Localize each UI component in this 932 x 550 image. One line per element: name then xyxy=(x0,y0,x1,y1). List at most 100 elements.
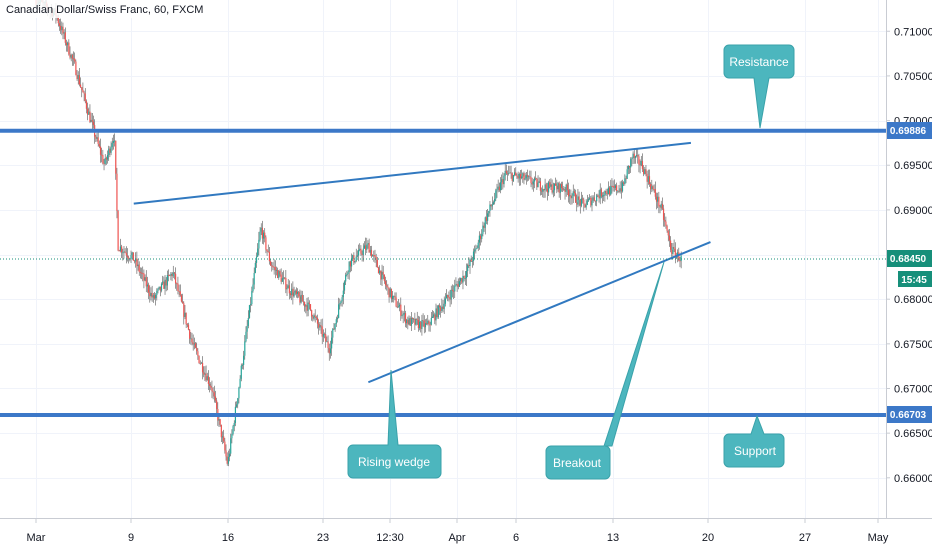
candle-body xyxy=(201,362,204,373)
time-tick-label: 13 xyxy=(607,532,619,544)
candle-body xyxy=(460,278,462,282)
candle-body xyxy=(84,93,86,102)
candle-body xyxy=(489,204,491,211)
candle-body xyxy=(138,264,140,272)
candle-body xyxy=(657,196,659,202)
candle-body xyxy=(113,140,116,142)
candle-body xyxy=(537,182,539,188)
candle-body xyxy=(270,261,272,266)
candle-body xyxy=(79,84,82,88)
candle-body xyxy=(666,225,668,231)
candle-body xyxy=(499,182,502,191)
candle-body xyxy=(182,301,184,304)
current-price-label: 0.68450 xyxy=(890,254,927,265)
candle-body xyxy=(323,333,326,335)
candle-body xyxy=(60,25,62,31)
candle-body xyxy=(320,325,322,327)
candle-body xyxy=(388,287,390,298)
candle-body xyxy=(620,188,622,192)
candle-body xyxy=(157,288,159,291)
candle-body xyxy=(99,146,102,155)
candle-body xyxy=(536,178,538,188)
candle-body xyxy=(573,191,576,194)
candle-body xyxy=(631,158,633,160)
candle-body xyxy=(243,355,245,365)
candle-body xyxy=(543,188,545,191)
candle-body xyxy=(579,199,581,206)
callout-rising-wedge-label: Rising wedge xyxy=(358,455,430,469)
candle-body xyxy=(655,196,658,202)
candle-body xyxy=(140,272,143,274)
candle-body xyxy=(407,319,409,325)
candle-body xyxy=(172,272,174,277)
candle-body xyxy=(661,203,663,209)
candle-body xyxy=(652,186,654,190)
candle-body xyxy=(630,159,632,168)
candle-body xyxy=(315,317,317,318)
candle-body xyxy=(325,334,327,342)
price-tick-label: 0.69500 xyxy=(894,160,932,172)
wedge-upper-line[interactable] xyxy=(133,141,692,205)
candle-body xyxy=(92,121,95,126)
candle-body xyxy=(178,290,180,292)
price-tick-label: 0.67000 xyxy=(894,384,932,396)
candle-body xyxy=(672,247,674,254)
candle-body xyxy=(516,175,518,177)
candle-body xyxy=(621,182,624,192)
candle-body xyxy=(496,188,498,191)
candle-body xyxy=(508,172,510,174)
candle-body xyxy=(585,204,587,208)
candle-body xyxy=(219,419,221,425)
candle-body xyxy=(399,304,401,307)
candle-body xyxy=(224,441,226,451)
candle-body xyxy=(226,456,228,464)
price-tick-label: 0.69000 xyxy=(894,205,932,217)
candle-body xyxy=(628,165,631,168)
candle-body xyxy=(650,184,652,190)
candle-body xyxy=(387,286,389,288)
candle-body xyxy=(205,373,207,381)
candle-body xyxy=(583,199,585,204)
time-tick-label: 20 xyxy=(702,532,714,544)
candle-body xyxy=(216,400,218,410)
candle-body xyxy=(233,422,235,427)
candle-body xyxy=(366,244,368,250)
candle-body xyxy=(550,184,552,187)
candle-body xyxy=(639,164,641,166)
candle-body xyxy=(170,273,172,276)
candle-body xyxy=(623,182,625,185)
candle-body xyxy=(105,157,107,160)
candle-body xyxy=(146,284,149,287)
candle-body xyxy=(599,189,601,199)
candle-body xyxy=(230,438,232,454)
candle-body xyxy=(501,179,503,183)
candle-body xyxy=(413,318,415,320)
candle-body xyxy=(355,256,357,261)
candle-body xyxy=(85,101,88,109)
candle-body xyxy=(299,296,301,303)
candle-body xyxy=(472,251,475,261)
candle-body xyxy=(118,250,120,252)
candle-body xyxy=(306,305,308,311)
candle-body xyxy=(207,376,210,384)
candle-body xyxy=(343,281,346,291)
candle-body xyxy=(121,246,123,253)
candle-body xyxy=(571,195,573,199)
candle-body xyxy=(97,137,99,144)
candle-body xyxy=(307,302,309,311)
candle-body xyxy=(115,140,117,174)
candle-body xyxy=(553,183,556,191)
candle-body xyxy=(90,119,92,123)
candle-body xyxy=(637,155,639,157)
wedge-lower-line[interactable] xyxy=(367,241,711,384)
candle-body xyxy=(524,178,526,180)
candle-body xyxy=(135,258,137,262)
candle-body xyxy=(235,404,238,407)
candle-body xyxy=(300,294,302,303)
candle-body xyxy=(112,141,115,144)
candle-body xyxy=(156,290,158,296)
time-axis[interactable]: Mar 9 16 23 12:30 Apr 6 13 20 27 May xyxy=(0,518,932,550)
candle-body xyxy=(679,260,681,262)
candle-body xyxy=(664,219,666,222)
